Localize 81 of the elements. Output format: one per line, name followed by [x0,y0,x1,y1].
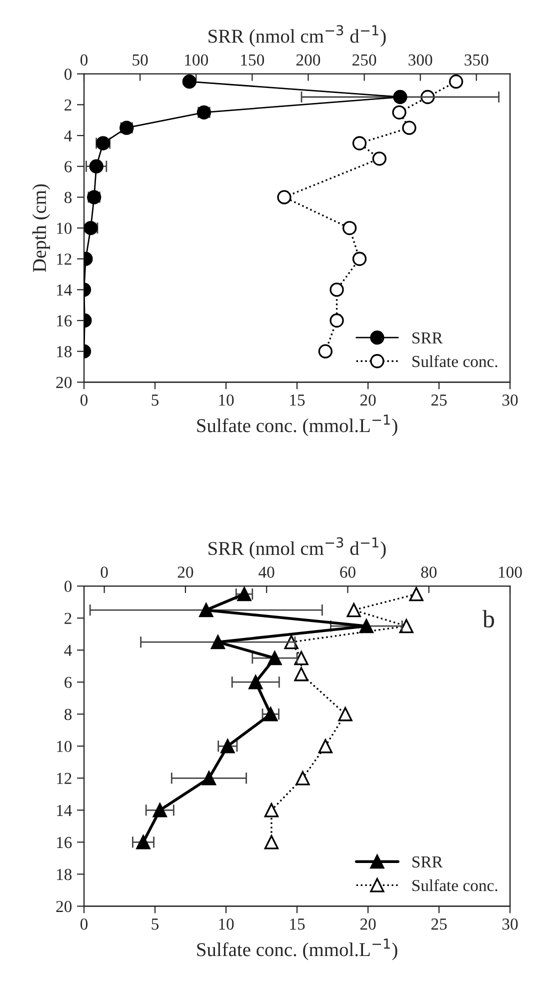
x-tick-label: 0 [80,394,88,406]
legend-label: Sulfate conc. [412,879,498,892]
x-tick-label: 30 [502,394,518,406]
y-tick-label: 6 [64,676,72,688]
x-tick-label: 15 [290,394,305,406]
point [352,252,367,266]
point [399,619,414,634]
y-tick-label: 2 [64,99,72,110]
x2-axis-title: SRR (nmol cm$^{−3}$ d$^{−1}$) [208,25,386,47]
y-tick-label: 4 [64,644,72,656]
x2-tick-label: 150 [241,54,264,66]
y-tick-label: 14 [57,804,72,816]
x2-tick-label: 80 [421,566,437,578]
x2-tick-label: 0 [100,566,108,578]
point [264,803,279,818]
x-axis-title: Sulfate conc. (mmol.L$^{−1}$) [197,938,398,960]
point [296,771,310,786]
x2-tick-label: 40 [258,566,274,578]
x-tick-label: 20 [360,918,376,930]
y-tick-label: 18 [57,346,72,358]
point [330,282,344,297]
y-tick-label: 10 [57,222,72,234]
point [294,651,308,666]
y-tick-label: 10 [57,740,72,752]
x-axis-title: Sulfate conc. (mmol.L$^{−1}$) [197,414,398,436]
y-tick-label: 12 [57,772,72,784]
x2-tick-label: 60 [340,566,356,578]
x-tick-label: 10 [219,918,234,930]
x-tick-label: 20 [360,394,376,406]
y-tick-label: 14 [57,284,72,296]
annotation: b [482,610,494,628]
x-tick-label: 25 [431,918,447,930]
point [392,105,406,120]
x2-tick-label: 0 [80,54,88,66]
x2-tick-label: 300 [408,54,432,66]
point [294,667,308,682]
y-tick-label: 8 [64,708,72,720]
point [448,74,464,89]
y-tick-label: 0 [64,580,72,592]
y-tick-label: 20 [56,376,72,388]
x2-tick-label: 350 [464,54,488,66]
point [372,152,386,166]
y-tick-label: 16 [57,315,72,326]
y-tick-label: 6 [64,161,72,172]
x-tick-label: 25 [431,394,447,406]
x-tick-label: 5 [152,918,159,930]
point [318,739,332,754]
legend-label: SRR [412,332,443,344]
legend-label: Sulfate conc. [412,355,498,368]
y-tick-label: 4 [64,130,72,142]
point [338,707,352,722]
point [402,120,416,135]
point [330,313,344,328]
point [409,586,424,602]
y-tick-label: 16 [57,836,72,848]
y-tick-label: 0 [64,68,72,80]
point [352,136,367,150]
y-tick-label: 2 [64,612,72,624]
x2-tick-label: 50 [132,54,148,66]
y-tick-label: 12 [57,254,72,265]
y-axis-title: Depth (cm) [32,184,50,272]
y-tick-label: 20 [56,900,72,912]
y-tick-label: 8 [64,192,72,204]
x2-tick-label: 20 [178,566,194,578]
point [318,344,332,358]
x-tick-label: 5 [152,394,159,406]
x2-tick-label: 100 [185,54,208,66]
point [346,603,361,618]
point [277,190,292,204]
x2-tick-label: 250 [352,54,376,66]
x2-tick-label: 200 [296,54,320,66]
legend-label: SRR [412,856,443,868]
x-tick-label: 10 [219,394,234,406]
y-tick-label: 18 [57,868,72,880]
point [264,835,279,850]
x2-axis-title: SRR (nmol cm$^{−3}$ d$^{−1}$) [208,537,386,559]
x2-tick-label: 100 [498,566,522,578]
x-tick-label: 0 [80,918,88,930]
x-tick-label: 30 [502,918,518,930]
point [342,220,357,236]
x-tick-label: 15 [290,918,305,930]
